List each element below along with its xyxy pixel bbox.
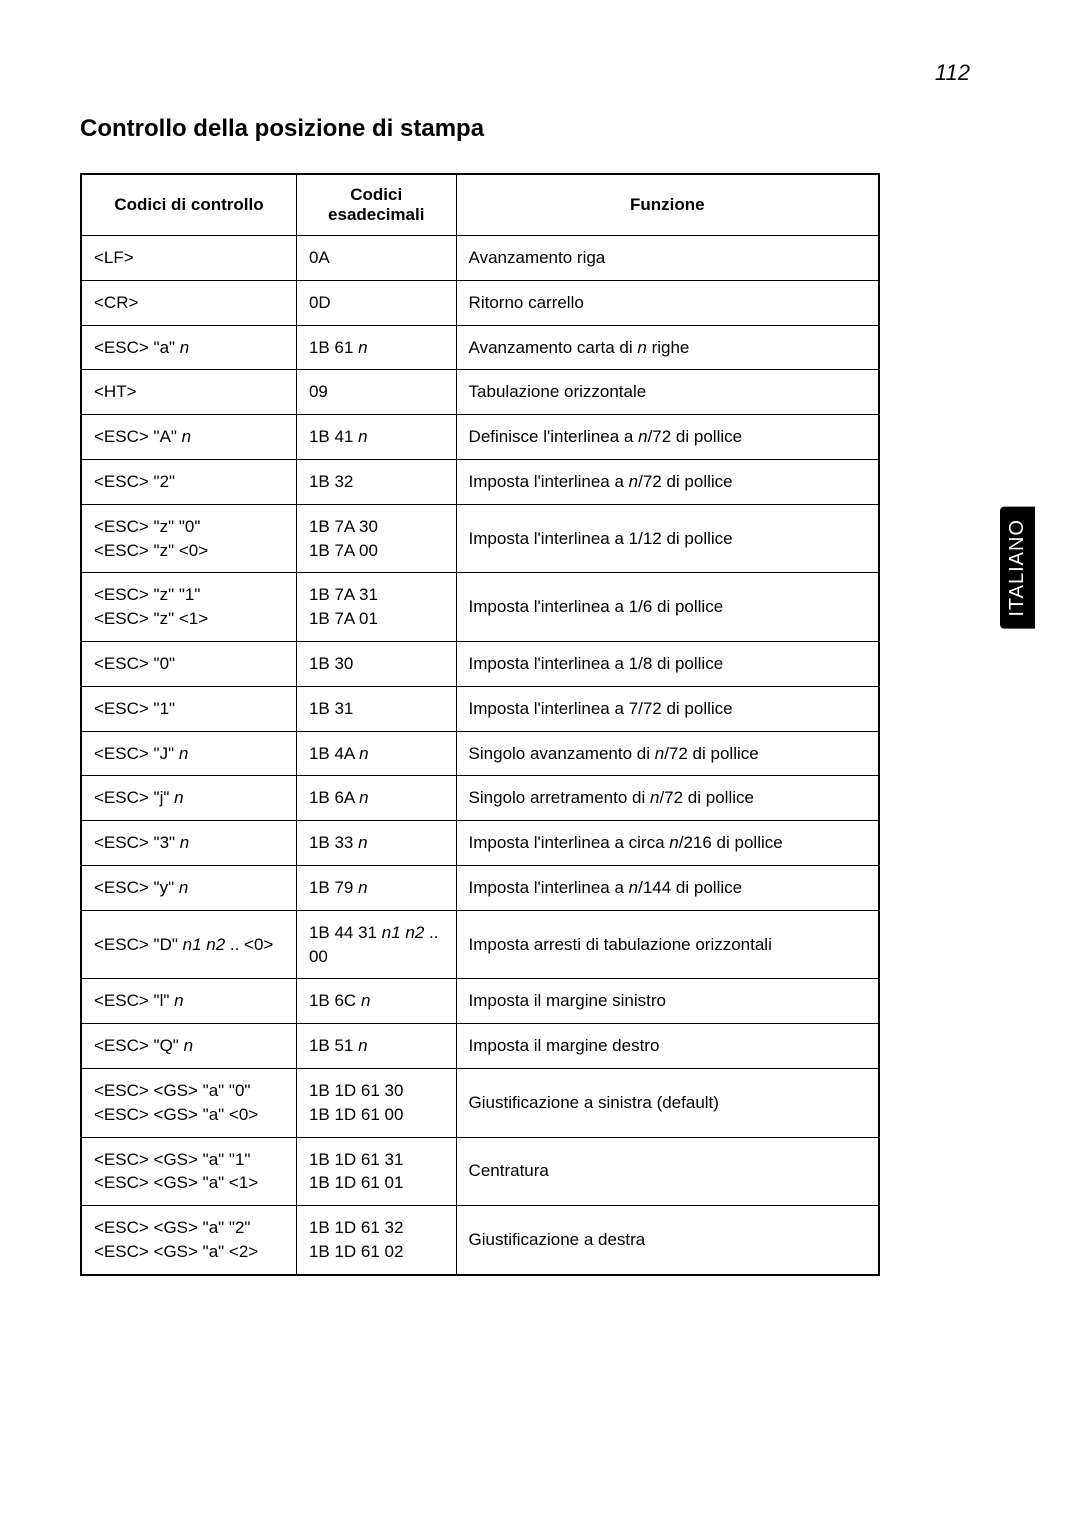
cell-function: Centratura	[456, 1137, 879, 1206]
cell-function: Imposta l'interlinea a circa n/216 di po…	[456, 821, 879, 866]
cell-code: <ESC> <GS> "a" "2"<ESC> <GS> "a" <2>	[81, 1206, 296, 1275]
cell-hex: 1B 6C n	[296, 979, 456, 1024]
cell-function: Imposta l'interlinea a n/144 di pollice	[456, 865, 879, 910]
cell-hex: 09	[296, 370, 456, 415]
table-row: <ESC> "z" "1"<ESC> "z" <1>1B 7A 311B 7A …	[81, 573, 879, 642]
table-row: <ESC> "A" n1B 41 nDefinisce l'interlinea…	[81, 415, 879, 460]
table-row: <ESC> "3" n1B 33 nImposta l'interlinea a…	[81, 821, 879, 866]
cell-function: Imposta l'interlinea a n/72 di pollice	[456, 459, 879, 504]
cell-function: Imposta arresti di tabulazione orizzonta…	[456, 910, 879, 979]
cell-hex: 1B 7A 301B 7A 00	[296, 504, 456, 573]
cell-hex: 1B 1D 61 311B 1D 61 01	[296, 1137, 456, 1206]
cell-function: Imposta l'interlinea a 1/6 di pollice	[456, 573, 879, 642]
cell-hex: 1B 1D 61 301B 1D 61 00	[296, 1068, 456, 1137]
cell-function: Imposta l'interlinea a 1/8 di pollice	[456, 641, 879, 686]
cell-code: <HT>	[81, 370, 296, 415]
cell-code: <ESC> "j" n	[81, 776, 296, 821]
cell-code: <ESC> "0"	[81, 641, 296, 686]
table-row: <ESC> "l" n1B 6C nImposta il margine sin…	[81, 979, 879, 1024]
cell-hex: 1B 32	[296, 459, 456, 504]
cell-code: <ESC> "a" n	[81, 325, 296, 370]
cell-function: Giustificazione a sinistra (default)	[456, 1068, 879, 1137]
main-content: Controllo della posizione di stampa Codi…	[80, 115, 880, 1276]
header-col3: Funzione	[456, 174, 879, 236]
table-row: <ESC> "z" "0"<ESC> "z" <0>1B 7A 301B 7A …	[81, 504, 879, 573]
cell-code: <ESC> "z" "0"<ESC> "z" <0>	[81, 504, 296, 573]
cell-function: Singolo avanzamento di n/72 di pollice	[456, 731, 879, 776]
language-tab: ITALIANO	[1000, 507, 1035, 629]
table-row: <ESC> "Q" n1B 51 nImposta il margine des…	[81, 1024, 879, 1069]
cell-hex: 1B 30	[296, 641, 456, 686]
table-row: <ESC> "a" n1B 61 nAvanzamento carta di n…	[81, 325, 879, 370]
cell-hex: 1B 1D 61 321B 1D 61 02	[296, 1206, 456, 1275]
table-row: <ESC> <GS> "a" "1"<ESC> <GS> "a" <1>1B 1…	[81, 1137, 879, 1206]
cell-function: Imposta l'interlinea a 1/12 di pollice	[456, 504, 879, 573]
table-row: <ESC> "j" n1B 6A nSingolo arretramento d…	[81, 776, 879, 821]
cell-code: <ESC> "D" n1 n2 .. <0>	[81, 910, 296, 979]
cell-hex: 1B 79 n	[296, 865, 456, 910]
cell-code: <ESC> "A" n	[81, 415, 296, 460]
cell-function: Singolo arretramento di n/72 di pollice	[456, 776, 879, 821]
cell-hex: 1B 61 n	[296, 325, 456, 370]
page-number: 112	[935, 60, 970, 86]
cell-hex: 1B 31	[296, 686, 456, 731]
cell-code: <ESC> "Q" n	[81, 1024, 296, 1069]
cell-hex: 0D	[296, 280, 456, 325]
cell-code: <ESC> "y" n	[81, 865, 296, 910]
cell-function: Ritorno carrello	[456, 280, 879, 325]
table-row: <ESC> "J" n1B 4A nSingolo avanzamento di…	[81, 731, 879, 776]
header-col1: Codici di controllo	[81, 174, 296, 236]
cell-hex: 1B 6A n	[296, 776, 456, 821]
table-header-row: Codici di controllo Codici esadecimali F…	[81, 174, 879, 236]
cell-function: Avanzamento carta di n righe	[456, 325, 879, 370]
cell-code: <CR>	[81, 280, 296, 325]
cell-code: <LF>	[81, 236, 296, 281]
cell-function: Imposta l'interlinea a 7/72 di pollice	[456, 686, 879, 731]
table-row: <HT>09Tabulazione orizzontale	[81, 370, 879, 415]
table-row: <LF>0AAvanzamento riga	[81, 236, 879, 281]
cell-code: <ESC> <GS> "a" "1"<ESC> <GS> "a" <1>	[81, 1137, 296, 1206]
cell-code: <ESC> "J" n	[81, 731, 296, 776]
table-row: <ESC> "1"1B 31Imposta l'interlinea a 7/7…	[81, 686, 879, 731]
cell-function: Avanzamento riga	[456, 236, 879, 281]
cell-hex: 1B 51 n	[296, 1024, 456, 1069]
table-row: <ESC> "y" n1B 79 nImposta l'interlinea a…	[81, 865, 879, 910]
cell-code: <ESC> "l" n	[81, 979, 296, 1024]
table-row: <ESC> <GS> "a" "0"<ESC> <GS> "a" <0>1B 1…	[81, 1068, 879, 1137]
table-row: <ESC> "2"1B 32Imposta l'interlinea a n/7…	[81, 459, 879, 504]
cell-hex: 1B 41 n	[296, 415, 456, 460]
cell-code: <ESC> "z" "1"<ESC> "z" <1>	[81, 573, 296, 642]
cell-hex: 1B 44 31 n1 n2 .. 00	[296, 910, 456, 979]
cell-code: <ESC> "1"	[81, 686, 296, 731]
cell-code: <ESC> <GS> "a" "0"<ESC> <GS> "a" <0>	[81, 1068, 296, 1137]
cell-function: Imposta il margine destro	[456, 1024, 879, 1069]
commands-table: Codici di controllo Codici esadecimali F…	[80, 173, 880, 1276]
cell-function: Imposta il margine sinistro	[456, 979, 879, 1024]
cell-hex: 1B 7A 311B 7A 01	[296, 573, 456, 642]
table-row: <ESC> <GS> "a" "2"<ESC> <GS> "a" <2>1B 1…	[81, 1206, 879, 1275]
cell-function: Tabulazione orizzontale	[456, 370, 879, 415]
cell-function: Definisce l'interlinea a n/72 di pollice	[456, 415, 879, 460]
header-col2: Codici esadecimali	[296, 174, 456, 236]
cell-hex: 0A	[296, 236, 456, 281]
table-row: <CR>0DRitorno carrello	[81, 280, 879, 325]
cell-hex: 1B 33 n	[296, 821, 456, 866]
cell-hex: 1B 4A n	[296, 731, 456, 776]
cell-function: Giustificazione a destra	[456, 1206, 879, 1275]
table-row: <ESC> "D" n1 n2 .. <0>1B 44 31 n1 n2 .. …	[81, 910, 879, 979]
cell-code: <ESC> "2"	[81, 459, 296, 504]
section-title: Controllo della posizione di stampa	[80, 115, 880, 143]
cell-code: <ESC> "3" n	[81, 821, 296, 866]
table-row: <ESC> "0"1B 30Imposta l'interlinea a 1/8…	[81, 641, 879, 686]
